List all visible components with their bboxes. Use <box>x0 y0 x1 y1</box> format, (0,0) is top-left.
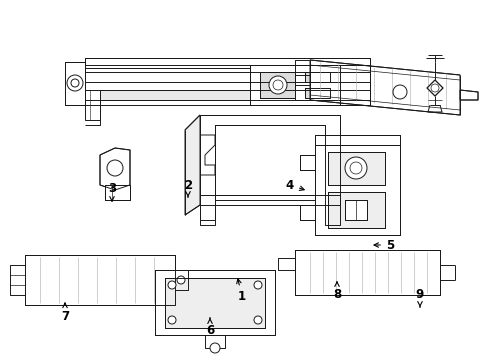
Polygon shape <box>215 125 325 195</box>
Text: 2: 2 <box>183 179 192 197</box>
Polygon shape <box>294 250 439 295</box>
Circle shape <box>168 281 176 289</box>
Polygon shape <box>200 195 215 220</box>
Polygon shape <box>314 135 399 145</box>
Circle shape <box>253 316 262 324</box>
Circle shape <box>67 75 83 91</box>
Circle shape <box>177 276 184 284</box>
Polygon shape <box>184 115 200 215</box>
Polygon shape <box>85 90 369 100</box>
Text: 5: 5 <box>373 239 393 252</box>
Polygon shape <box>155 270 274 335</box>
Text: 8: 8 <box>332 282 341 302</box>
Polygon shape <box>314 145 399 235</box>
Circle shape <box>209 343 220 353</box>
Circle shape <box>345 157 366 179</box>
Polygon shape <box>25 255 175 305</box>
Polygon shape <box>85 58 369 68</box>
Polygon shape <box>105 185 130 200</box>
Polygon shape <box>325 195 339 220</box>
Circle shape <box>430 84 438 92</box>
Polygon shape <box>339 65 369 72</box>
Polygon shape <box>299 205 314 220</box>
Circle shape <box>392 85 406 99</box>
Text: 7: 7 <box>61 303 69 323</box>
Text: 3: 3 <box>108 181 116 201</box>
Polygon shape <box>164 278 264 328</box>
Polygon shape <box>200 115 339 200</box>
Polygon shape <box>305 72 329 82</box>
Circle shape <box>107 160 123 176</box>
Circle shape <box>253 281 262 289</box>
Polygon shape <box>65 62 85 105</box>
Polygon shape <box>305 88 329 98</box>
Polygon shape <box>345 200 366 220</box>
Polygon shape <box>100 148 130 190</box>
Circle shape <box>349 162 361 174</box>
Polygon shape <box>327 192 384 228</box>
Polygon shape <box>85 90 100 120</box>
Circle shape <box>168 316 176 324</box>
Text: 1: 1 <box>236 279 245 303</box>
Text: 4: 4 <box>285 179 304 192</box>
Polygon shape <box>260 72 294 98</box>
Polygon shape <box>85 68 369 90</box>
Circle shape <box>272 80 283 90</box>
Text: 6: 6 <box>205 318 214 337</box>
Circle shape <box>268 76 286 94</box>
Polygon shape <box>299 155 314 170</box>
Polygon shape <box>426 80 442 96</box>
Polygon shape <box>327 152 384 185</box>
Circle shape <box>71 79 79 87</box>
Polygon shape <box>309 60 459 115</box>
Text: 9: 9 <box>415 288 423 307</box>
Polygon shape <box>249 65 339 105</box>
Polygon shape <box>459 90 477 100</box>
